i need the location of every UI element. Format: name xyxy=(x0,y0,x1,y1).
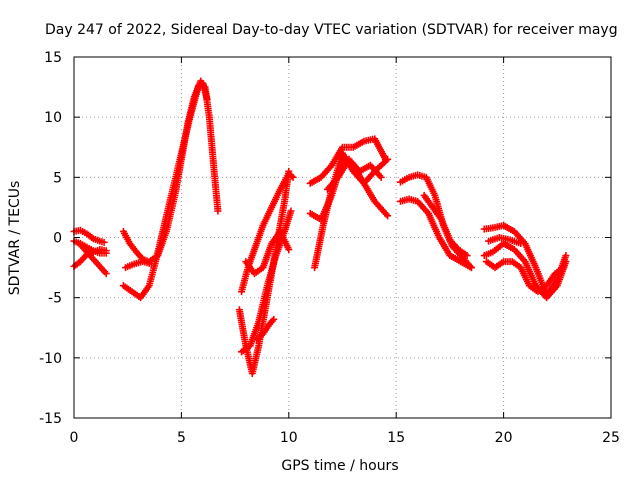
point-pass-3c xyxy=(287,207,295,215)
y-tick-label: -5 xyxy=(48,291,62,307)
chart-title: Day 247 of 2022, Sidereal Day-to-day VTE… xyxy=(45,22,618,38)
point-pass-1a xyxy=(100,238,108,246)
x-tick-label: 20 xyxy=(495,430,513,446)
point-pass-3d xyxy=(285,246,293,254)
y-tick-label: 5 xyxy=(53,170,62,186)
point-pass-2b xyxy=(203,95,211,103)
y-tick-label: -10 xyxy=(39,351,62,367)
y-tick-label: 0 xyxy=(53,231,62,247)
point-pass-4c xyxy=(384,155,392,163)
point-pass-3e xyxy=(270,315,278,323)
point-pass-5c xyxy=(463,252,471,260)
point-pass-2c xyxy=(147,260,155,268)
tick-labels: 0 5 10 15 20 25 -15 -10 -5 0 5 10 15 xyxy=(39,50,620,446)
axis-ticks xyxy=(73,56,612,419)
point-pass-3b xyxy=(289,173,297,181)
point-pass-3b xyxy=(288,172,296,180)
point-pass-6c xyxy=(560,264,568,272)
point-pass-6a xyxy=(562,252,570,260)
x-tick-label: 25 xyxy=(602,430,620,446)
data-marks xyxy=(70,77,570,377)
y-axis-label: SDTVAR / TECUs xyxy=(7,181,23,296)
point-pass-4d xyxy=(377,173,385,181)
y-tick-label: -15 xyxy=(39,411,62,427)
point-pass-1c xyxy=(102,247,110,255)
point-pass-6d xyxy=(517,240,525,248)
point-pass-1d xyxy=(102,270,110,278)
point-pass-6b xyxy=(562,258,570,266)
y-tick-label: 10 xyxy=(44,110,62,126)
y-tick-label: 15 xyxy=(44,50,62,66)
x-tick-label: 0 xyxy=(70,430,79,446)
x-tick-label: 10 xyxy=(280,430,298,446)
x-tick-label: 15 xyxy=(387,430,405,446)
grid-layer xyxy=(74,57,611,418)
point-pass-2 xyxy=(214,207,222,215)
x-tick-label: 5 xyxy=(177,430,186,446)
x-axis-label: GPS time / hours xyxy=(281,458,398,474)
point-pass-5b xyxy=(467,264,475,272)
point-pass-4b xyxy=(384,212,392,220)
